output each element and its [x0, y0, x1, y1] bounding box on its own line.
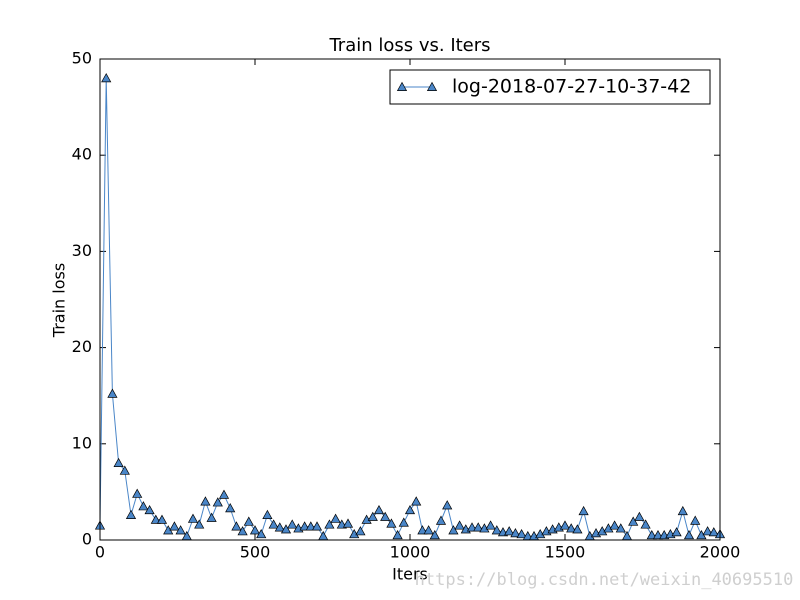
- data-marker: [429, 529, 440, 540]
- data-marker: [702, 526, 713, 536]
- data-marker: [442, 500, 453, 510]
- data-marker: [287, 519, 298, 529]
- data-marker: [516, 529, 527, 539]
- data-marker: [646, 529, 657, 540]
- y-axis-label: Train loss: [50, 263, 69, 338]
- chart-title: Train loss vs. Iters: [328, 35, 490, 56]
- data-marker: [119, 465, 130, 475]
- data-marker: [411, 496, 422, 506]
- x-tick-label: 500: [240, 543, 271, 562]
- data-marker: [262, 509, 273, 519]
- legend-frame: [389, 69, 711, 105]
- legend-marker: [396, 81, 408, 91]
- legend: log-2018-07-27-10-37-42: [389, 69, 711, 105]
- data-marker: [417, 525, 428, 535]
- data-marker: [256, 529, 267, 539]
- data-marker: [404, 504, 416, 515]
- y-tick-label: 30: [72, 241, 92, 260]
- data-marker: [156, 514, 168, 524]
- data-marker: [628, 516, 639, 526]
- data-marker: [280, 524, 292, 534]
- data-marker: [609, 520, 620, 530]
- data-marker: [491, 525, 502, 535]
- data-marker: [187, 513, 199, 523]
- data-marker: [101, 73, 112, 83]
- legend-marker: [426, 81, 438, 91]
- x-tick-label: 1000: [390, 543, 431, 562]
- data-marker: [249, 525, 261, 535]
- data-marker: [398, 517, 409, 527]
- data-marker: [324, 519, 335, 529]
- y-tick-label: 0: [82, 530, 92, 549]
- data-marker: [355, 526, 366, 536]
- axes-frame: [99, 58, 721, 541]
- data-marker: [559, 520, 571, 530]
- data-marker: [169, 521, 180, 531]
- data-marker: [243, 516, 254, 526]
- y-tick-label: 40: [72, 145, 92, 164]
- data-marker: [225, 503, 236, 513]
- data-marker: [299, 521, 310, 531]
- data-marker: [671, 527, 682, 537]
- data-marker: [386, 518, 397, 528]
- data-marker: [708, 527, 719, 537]
- data-marker: [268, 519, 279, 529]
- data-marker: [125, 509, 137, 519]
- data-marker: [380, 511, 391, 521]
- data-marker: [305, 521, 316, 531]
- data-marker: [138, 501, 149, 511]
- y-tick-label: 10: [72, 433, 92, 452]
- data-marker: [373, 504, 385, 515]
- legend-label: log-2018-07-27-10-37-42: [452, 76, 691, 98]
- data-marker: [175, 525, 186, 535]
- data-marker: [677, 505, 688, 516]
- data-marker: [572, 524, 583, 534]
- data-marker: [683, 529, 695, 540]
- data-marker: [485, 520, 496, 530]
- data-marker: [113, 457, 124, 467]
- data-marker: [107, 388, 118, 398]
- data-marker: [435, 515, 447, 525]
- data-marker: [274, 522, 285, 532]
- y-tick-label: 50: [72, 49, 92, 68]
- data-marker: [200, 496, 211, 506]
- data-marker: [144, 504, 155, 515]
- data-marker: [218, 489, 230, 499]
- watermark: https://blog.csdn.net/weixin_40695510: [415, 570, 794, 590]
- data-marker: [194, 519, 205, 529]
- data-marker: [578, 505, 589, 516]
- data-marker: [330, 513, 341, 523]
- data-marker: [690, 515, 701, 525]
- data-marker: [566, 523, 577, 533]
- data-marker: [448, 525, 459, 535]
- data-marker: [504, 526, 515, 536]
- data-marker: [510, 528, 521, 538]
- data-marker: [423, 525, 434, 535]
- data-marker: [454, 520, 465, 530]
- data-marker: [150, 514, 161, 524]
- data-marker: [132, 488, 143, 498]
- x-tick-label: 0: [95, 543, 105, 562]
- data-marker: [652, 529, 664, 540]
- x-tick-label: 2000: [700, 543, 741, 562]
- y-tick-label: 20: [72, 337, 92, 356]
- x-tick-label: 1500: [545, 543, 586, 562]
- data-marker: [206, 512, 217, 522]
- data-marker: [237, 526, 248, 536]
- data-marker: [615, 523, 626, 533]
- x-axis-label: Iters: [392, 565, 428, 584]
- data-marker: [311, 521, 323, 531]
- data-marker: [392, 529, 403, 540]
- data-marker: [466, 522, 478, 532]
- data-marker: [367, 511, 378, 521]
- data-marker: [473, 522, 484, 532]
- data-marker: [342, 518, 354, 528]
- data-marker: [212, 497, 223, 507]
- data-marker: [634, 511, 645, 521]
- data-marker: [640, 519, 651, 529]
- data-marker: [231, 521, 242, 531]
